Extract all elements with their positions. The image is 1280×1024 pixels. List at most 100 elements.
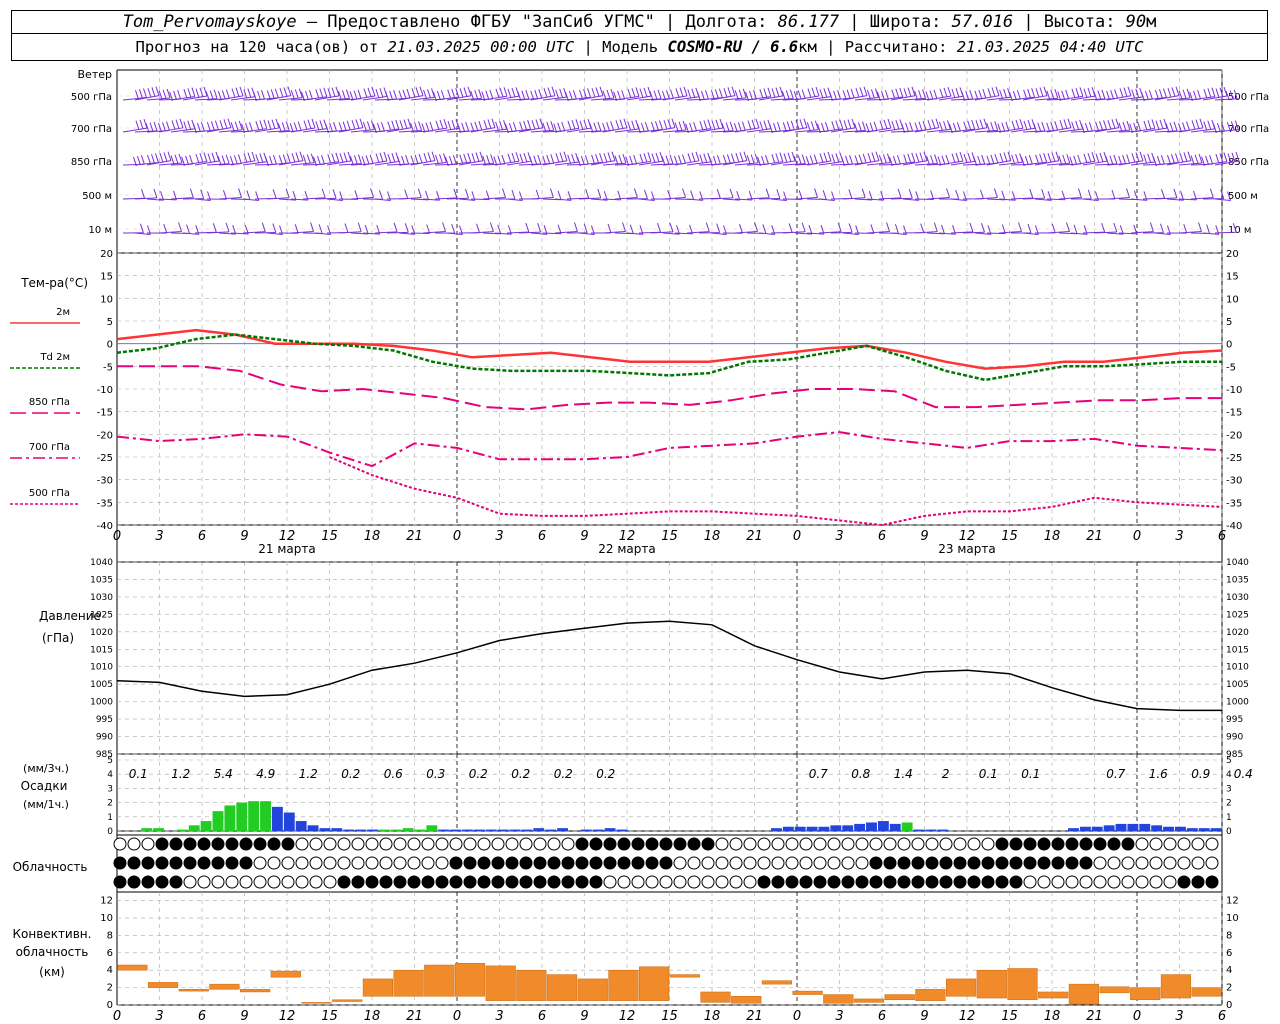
cloud-cover-symbol [1051, 856, 1065, 870]
cloud-cover-symbol [239, 875, 253, 889]
wind-barb-flag [483, 120, 488, 130]
wind-barb-flag [733, 123, 738, 133]
conv-tick-label-right: 6 [1226, 948, 1232, 959]
wind-barb-flag [495, 88, 500, 99]
wind-barb-shaft [998, 231, 1022, 234]
pressure-line [116, 620, 1222, 712]
wind-barb-flag [335, 86, 340, 97]
wind-barb [182, 152, 208, 166]
cloud-cover-symbol [813, 875, 827, 889]
wind-barb-flag [183, 89, 188, 99]
precip-tick-label-right: 5 [1226, 756, 1232, 766]
conv-tick-label: 10 [100, 913, 113, 924]
wind-barb-flag [633, 188, 638, 198]
wind-barb-flag [837, 90, 842, 100]
wind-barb [434, 87, 460, 101]
wind-barb-flag [627, 88, 632, 99]
precip-total-label: 0.2 [469, 767, 488, 781]
wind-barb-flag [807, 88, 812, 98]
precip-total-label: 0.2 [554, 767, 573, 781]
wind-barb [1166, 151, 1192, 166]
wind-barb-flag [610, 88, 615, 99]
wind-barb [542, 151, 568, 166]
wind-barb-flag [1001, 190, 1006, 200]
cloud-cover-symbol [393, 837, 407, 851]
hour-tick-label: 3 [835, 529, 843, 544]
wind-barb-flag [487, 119, 492, 129]
wind-barb-flag [179, 118, 184, 128]
precip-bar [1139, 823, 1151, 831]
cloud-cover-symbol [1065, 875, 1079, 889]
cloud-cover-symbol [141, 875, 155, 889]
hour-tick-label: 12 [959, 529, 976, 544]
cloud-cover-symbol [491, 837, 505, 851]
wind-barb [926, 86, 952, 101]
conv-cloud-bar [178, 989, 209, 992]
wind-barb [278, 190, 297, 201]
wind-barb-flag [1180, 191, 1185, 201]
wind-barb-flag [448, 155, 453, 166]
wind-barb-shaft [542, 232, 562, 235]
wind-barb-flag [739, 152, 744, 162]
wind-barb-flag [671, 118, 676, 128]
cloud-cover-symbol [351, 837, 365, 851]
wind-barb-flag [1065, 89, 1070, 100]
wind-barb-flag [555, 89, 560, 99]
wind-barb-flag [1101, 222, 1106, 233]
cloud-cover-symbol [1037, 837, 1051, 851]
cloud-cover-symbol [603, 837, 617, 851]
wind-barb-flag [618, 154, 623, 165]
wind-barb [1202, 189, 1225, 200]
wind-barb [818, 119, 844, 133]
wind-barb-flag [738, 89, 743, 99]
wind-barb [518, 222, 542, 234]
wind-barb-flag [841, 156, 846, 166]
wind-barb-flag [901, 123, 906, 133]
wind-barb-flag [238, 120, 243, 131]
wind-barb-flag [790, 120, 795, 130]
wind-barb-shaft [794, 196, 818, 200]
wind-barb-flag [1143, 154, 1148, 164]
wind-barb-flag [471, 153, 476, 163]
wind-barb-shaft [626, 232, 644, 235]
wind-barb-flag [207, 153, 212, 163]
wind-barb-flag [219, 120, 224, 130]
temp-tick-label-right: 15 [1226, 272, 1239, 283]
wind-barb-flag [599, 86, 604, 96]
hour-tick-label-bottom: 3 [495, 1009, 503, 1024]
wind-barb-flag [511, 152, 516, 163]
temp-tick-label: -40 [97, 521, 113, 532]
wind-barb-flag [824, 122, 829, 132]
precip-bar [485, 829, 497, 831]
precip-total-label: 0.6 [384, 767, 403, 781]
wind-barb [134, 121, 158, 133]
wind-barb-flag [555, 153, 560, 163]
wind-barb-shaft [734, 198, 753, 201]
wind-barb-flag [710, 90, 715, 100]
wind-barb [362, 87, 388, 101]
cloud-cover-symbol [953, 875, 967, 889]
wind-barb-flag [746, 155, 751, 165]
wind-barb-flag [549, 188, 554, 198]
wind-barb-flag [639, 88, 644, 98]
cloud-cover-symbol [365, 875, 379, 889]
wind-barb-flag [806, 122, 811, 132]
pressure-tick-label-right: 1025 [1226, 610, 1249, 620]
conv-title-2: облачность [16, 945, 89, 959]
wind-barb-flag [1133, 122, 1138, 133]
wind-barb [878, 87, 904, 101]
wind-barb-shaft [974, 232, 991, 235]
wind-barb-shaft [314, 232, 331, 235]
wind-barb-shaft [422, 230, 446, 234]
cloud-cover-symbol [267, 856, 281, 870]
wind-barb [1094, 222, 1118, 234]
precip-total-label: 0.1 [979, 767, 998, 781]
cloud-cover-symbol [673, 837, 687, 851]
cloud-cover-symbol [827, 875, 841, 889]
wind-barb-flag [759, 89, 764, 99]
wind-barb-flag [189, 154, 194, 165]
wind-barb [134, 86, 160, 101]
wind-barb-flag [842, 90, 847, 100]
wind-barb-flag [781, 91, 786, 101]
wind-barb-flag [1001, 122, 1006, 132]
